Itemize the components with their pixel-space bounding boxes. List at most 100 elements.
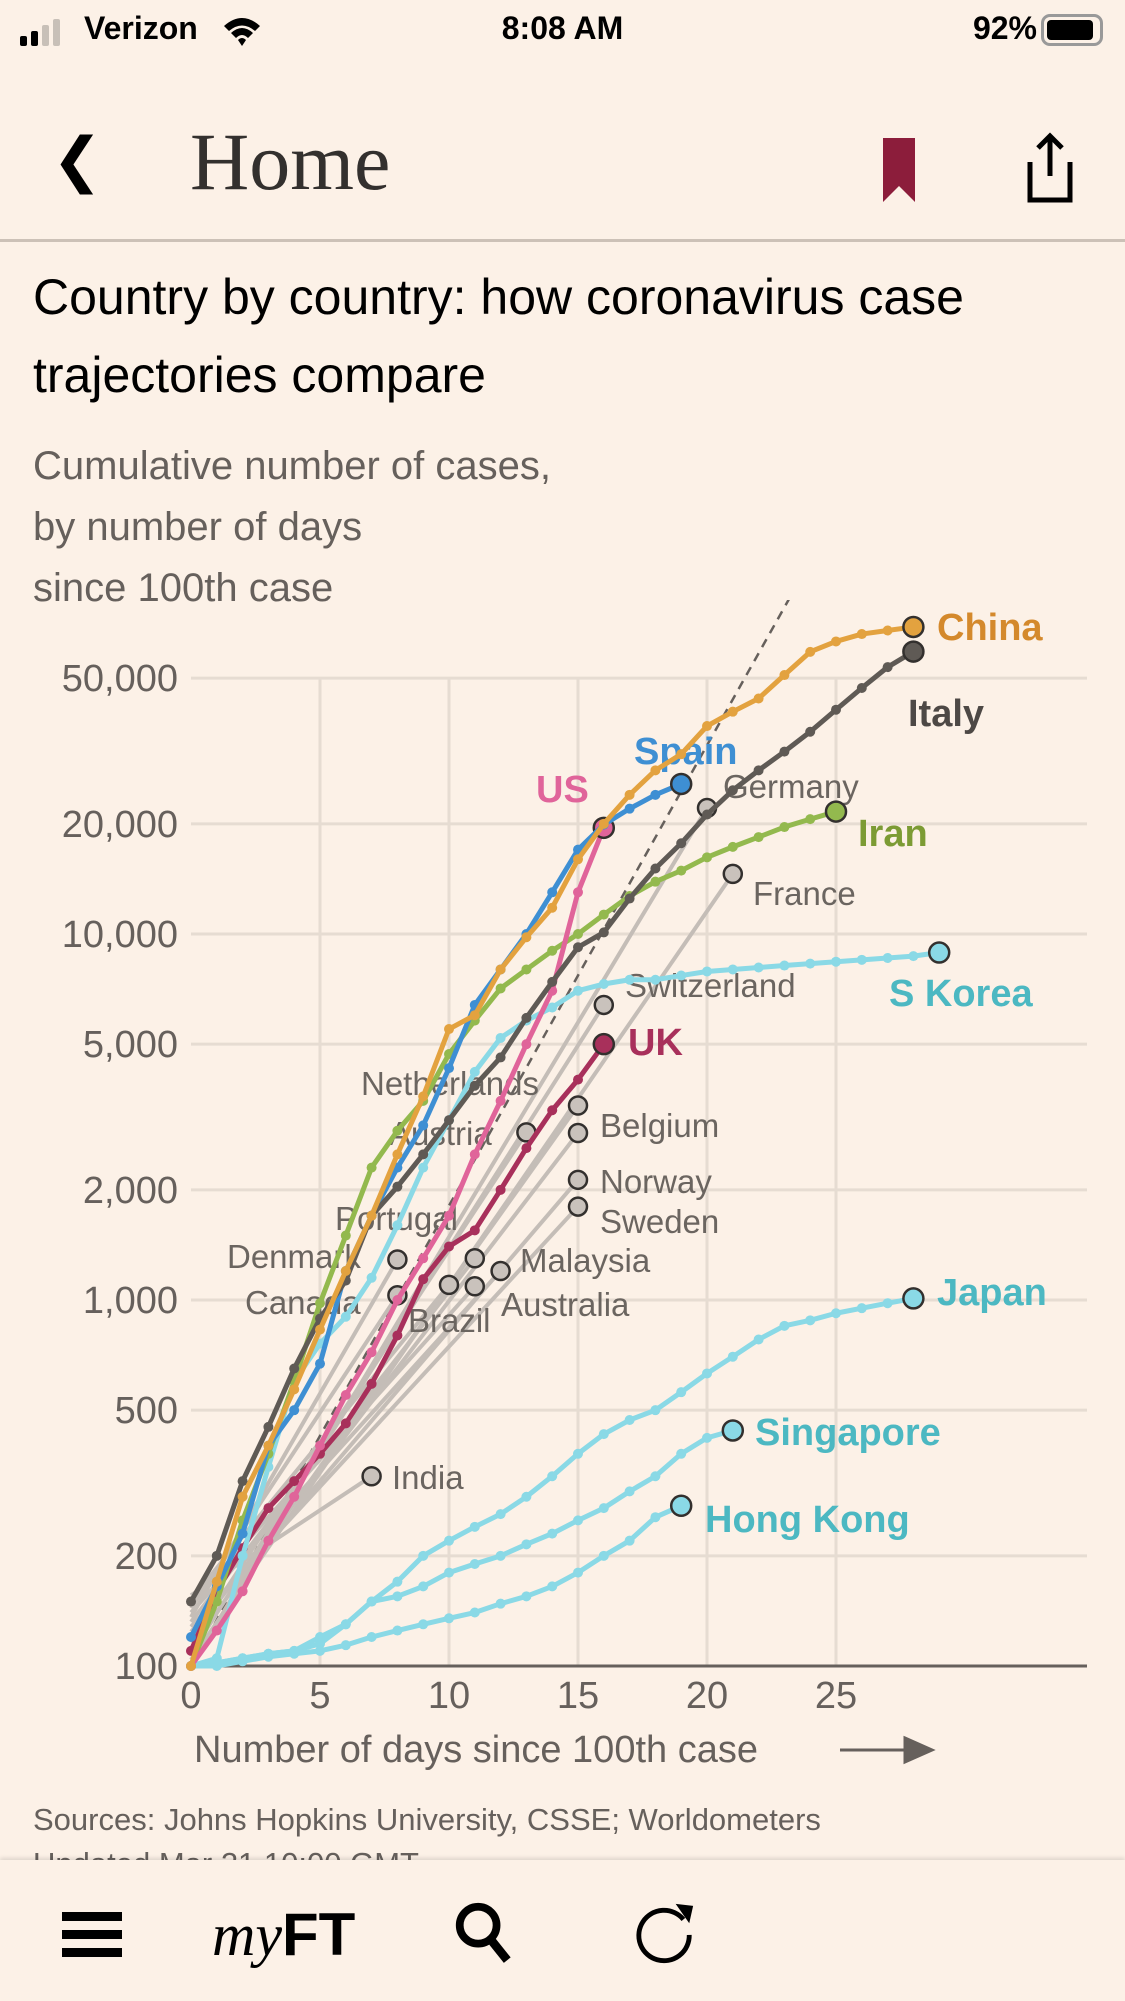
- series-label: India: [392, 1459, 464, 1496]
- data-point-s-korea: [366, 1272, 377, 1283]
- hamburger-menu-icon[interactable]: [62, 1912, 122, 1976]
- search-icon[interactable]: [452, 1900, 514, 1964]
- data-point-us: [366, 1347, 377, 1358]
- data-point-iran: [392, 1125, 403, 1136]
- data-point-hong-kong: [598, 1550, 609, 1561]
- data-point-italy: [547, 976, 558, 987]
- series-label: UK: [628, 1022, 683, 1064]
- data-point-italy: [263, 1421, 274, 1432]
- series-label: Singapore: [755, 1412, 941, 1454]
- trajectory-chart: 1002005001,0002,0005,00010,00020,00050,0…: [62, 600, 1087, 1771]
- data-point-italy: [237, 1476, 248, 1487]
- clock: 8:08 AM: [501, 10, 624, 46]
- myft-button[interactable]: myFT: [212, 1900, 355, 1968]
- data-point-us: [392, 1295, 403, 1305]
- nav-title[interactable]: Home: [190, 116, 391, 207]
- data-point-china: [340, 1266, 351, 1277]
- refresh-icon[interactable]: [632, 1900, 698, 1964]
- bookmark-icon[interactable]: [883, 138, 915, 202]
- series-label: Germany: [723, 768, 859, 805]
- data-point-uk: [521, 1143, 532, 1154]
- end-marker-singapore: [721, 1419, 745, 1442]
- series-label: Norway: [600, 1163, 712, 1200]
- data-point-s-korea: [573, 985, 583, 996]
- series-line-sweden: [189, 1205, 580, 1629]
- data-point-s-korea: [831, 956, 841, 967]
- data-point-japan: [392, 1576, 403, 1587]
- data-point-us: [469, 1149, 480, 1160]
- data-point-iran: [676, 865, 687, 876]
- sources-note: Sources: Johns Hopkins University, CSSE;…: [33, 1802, 821, 1837]
- share-icon[interactable]: [1022, 132, 1078, 204]
- data-point-italy: [650, 863, 661, 874]
- x-tick-label: 25: [815, 1675, 857, 1717]
- data-point-s-korea: [418, 1162, 429, 1173]
- data-point-hong-kong: [650, 1512, 661, 1523]
- data-point-hong-kong: [624, 1535, 635, 1546]
- x-tick-label: 20: [686, 1675, 728, 1717]
- data-point-china: [366, 1210, 377, 1221]
- data-point-china: [650, 765, 661, 776]
- data-point-china: [186, 1661, 196, 1671]
- data-point-china: [727, 706, 738, 717]
- end-marker-uk: [592, 1032, 616, 1056]
- data-point-spain: [289, 1405, 300, 1416]
- x-axis-label: Number of days since 100th case: [194, 1729, 758, 1771]
- data-point-s-korea: [882, 952, 893, 963]
- data-point-china: [882, 625, 893, 636]
- data-point-iran: [495, 983, 506, 994]
- data-point-us: [263, 1535, 274, 1546]
- data-point-italy: [805, 726, 816, 737]
- series-label: China: [937, 607, 1043, 649]
- series-label: US: [536, 769, 589, 811]
- end-marker-hong-kong: [669, 1494, 693, 1518]
- data-point-s-korea: [547, 1002, 558, 1013]
- subtitle-line: since 100th case: [33, 566, 334, 610]
- data-point-s-korea: [598, 979, 609, 990]
- data-point-hong-kong: [547, 1581, 558, 1592]
- data-point-spain: [650, 789, 661, 800]
- data-point-china: [418, 1091, 429, 1102]
- data-point-italy: [211, 1550, 222, 1561]
- data-point-italy: [702, 809, 712, 820]
- data-point-s-korea: [469, 1066, 480, 1077]
- data-point-spain: [237, 1528, 248, 1539]
- back-button[interactable]: ❮: [52, 125, 103, 195]
- data-point-japan: [702, 1368, 712, 1379]
- data-point-hong-kong: [392, 1625, 403, 1636]
- y-tick-label: 500: [115, 1390, 178, 1432]
- bottom-toolbar: myFT: [0, 1860, 1125, 2001]
- myft-prefix: my: [212, 1902, 282, 1968]
- data-point-hong-kong: [418, 1619, 429, 1630]
- series-label: Brazil: [408, 1302, 491, 1339]
- data-point-spain: [315, 1358, 325, 1369]
- y-tick-label: 5,000: [83, 1024, 178, 1066]
- end-marker-france: [722, 863, 744, 885]
- series-label: Hong Kong: [705, 1499, 910, 1541]
- data-point-italy: [289, 1363, 300, 1374]
- article-title: Country by country: how coronavirus case…: [33, 269, 964, 403]
- data-point-italy: [186, 1596, 196, 1607]
- end-marker-iran: [824, 800, 848, 823]
- data-point-spain: [547, 887, 558, 898]
- data-point-hong-kong: [366, 1632, 377, 1643]
- data-point-japan: [366, 1596, 377, 1607]
- end-marker-portugal: [464, 1248, 486, 1269]
- series-label: France: [753, 875, 856, 912]
- series-label: Iran: [858, 813, 928, 855]
- data-point-hong-kong: [315, 1645, 325, 1656]
- data-point-japan: [573, 1448, 583, 1459]
- data-point-japan: [315, 1632, 325, 1643]
- data-point-iran: [779, 822, 790, 833]
- data-point-s-korea: [495, 1032, 506, 1043]
- data-point-uk: [340, 1418, 351, 1429]
- data-point-italy: [598, 927, 609, 938]
- nav-bar: ❮ Home: [0, 60, 1125, 242]
- data-point-japan: [882, 1298, 893, 1309]
- data-point-japan: [237, 1653, 248, 1664]
- data-point-japan: [779, 1320, 790, 1331]
- data-point-china: [547, 902, 558, 913]
- data-point-japan: [418, 1550, 429, 1561]
- data-point-uk: [495, 1184, 506, 1195]
- y-tick-label: 100: [115, 1646, 178, 1688]
